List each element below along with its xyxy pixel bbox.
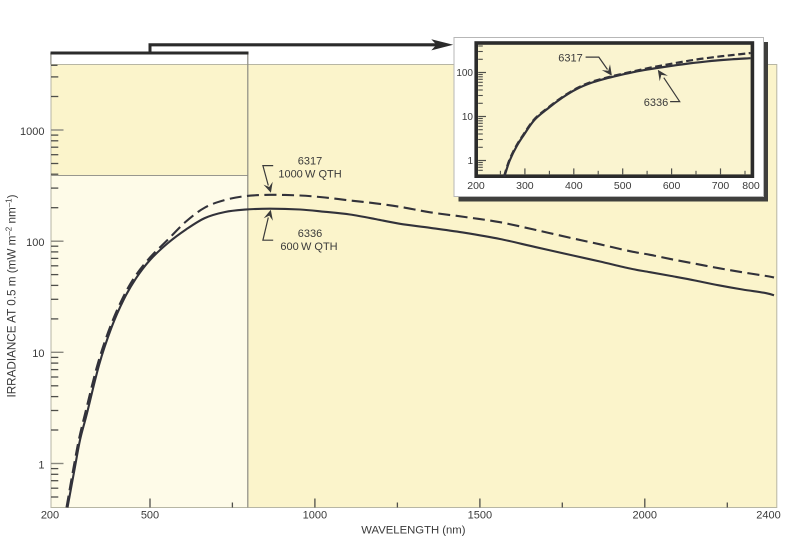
svg-text:IRRADIANCE AT 0.5 m (mW m–2 nm: IRRADIANCE AT 0.5 m (mW m–2 nm–1) xyxy=(5,194,19,397)
svg-text:100: 100 xyxy=(456,68,473,79)
svg-text:600: 600 xyxy=(663,180,681,192)
svg-text:1500: 1500 xyxy=(468,510,492,522)
svg-text:800: 800 xyxy=(742,180,760,192)
svg-text:300: 300 xyxy=(516,180,534,192)
svg-text:WAVELENGTH (nm): WAVELENGTH (nm) xyxy=(361,525,465,537)
svg-text:2000: 2000 xyxy=(633,510,657,522)
svg-text:1: 1 xyxy=(467,156,473,167)
svg-text:600 W QTH: 600 W QTH xyxy=(280,241,337,253)
svg-text:1: 1 xyxy=(38,459,44,471)
svg-text:6336: 6336 xyxy=(644,97,668,109)
svg-text:1000: 1000 xyxy=(20,126,44,138)
svg-text:10: 10 xyxy=(32,348,44,360)
svg-text:6317: 6317 xyxy=(558,53,582,65)
svg-text:700: 700 xyxy=(712,180,730,192)
svg-text:100: 100 xyxy=(26,237,44,249)
svg-text:6317: 6317 xyxy=(298,156,322,168)
svg-text:400: 400 xyxy=(565,180,583,192)
svg-text:1000 W QTH: 1000 W QTH xyxy=(278,169,341,181)
svg-text:200: 200 xyxy=(467,180,485,192)
svg-text:1000: 1000 xyxy=(303,510,327,522)
svg-text:500: 500 xyxy=(141,510,159,522)
svg-text:200: 200 xyxy=(41,510,59,522)
svg-text:2400: 2400 xyxy=(756,510,780,522)
svg-text:10: 10 xyxy=(462,112,474,123)
svg-text:500: 500 xyxy=(614,180,632,192)
svg-text:6336: 6336 xyxy=(298,228,322,240)
